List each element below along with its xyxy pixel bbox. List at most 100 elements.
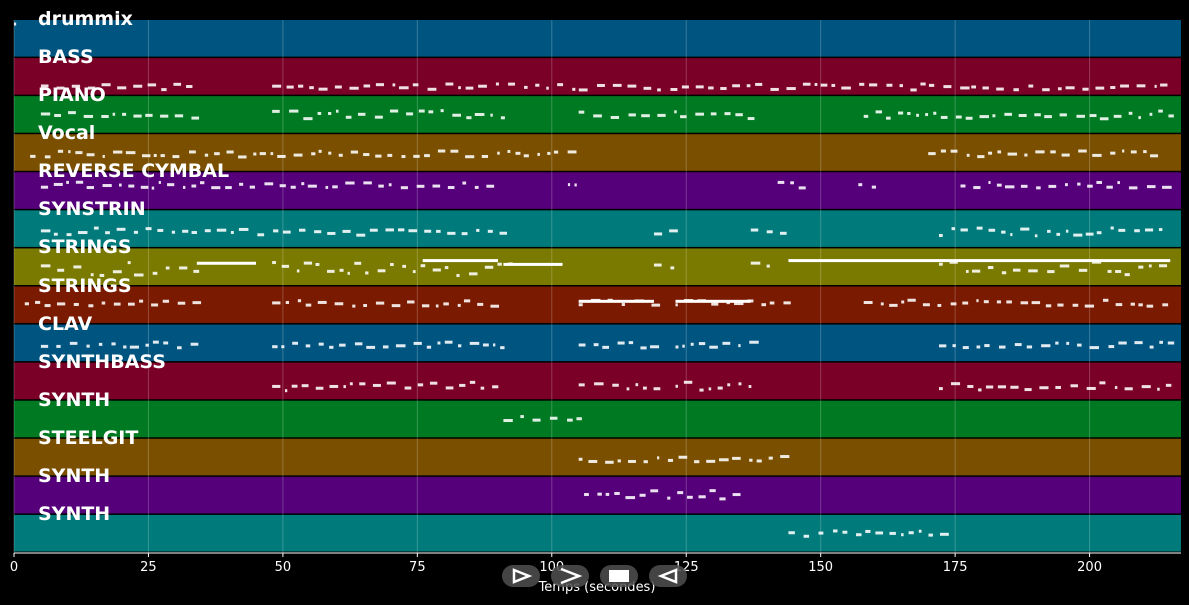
note: [719, 458, 729, 462]
note: [1059, 264, 1070, 268]
note: [681, 85, 689, 89]
note: [670, 87, 678, 91]
note: [284, 389, 288, 393]
note: [1026, 345, 1033, 349]
note: [73, 265, 82, 269]
note: [979, 115, 989, 119]
note: [1010, 233, 1013, 237]
note: [363, 181, 372, 185]
play-button[interactable]: [502, 565, 540, 587]
note: [515, 151, 521, 155]
note: [578, 303, 583, 307]
note: [101, 115, 109, 119]
note: [389, 109, 399, 113]
note: [349, 382, 353, 386]
note: [960, 184, 966, 188]
note: [1056, 232, 1061, 236]
note: [523, 154, 529, 158]
note: [755, 82, 763, 86]
note: [1117, 181, 1120, 185]
note: [790, 181, 794, 185]
note: [133, 114, 142, 118]
note: [1138, 303, 1143, 307]
note: [869, 83, 878, 87]
note: [1149, 112, 1153, 116]
note: [761, 303, 767, 307]
note: [938, 234, 943, 238]
note: [643, 460, 648, 464]
note: [960, 228, 968, 232]
forward-button[interactable]: [551, 565, 589, 587]
note: [777, 180, 785, 184]
note: [445, 386, 454, 390]
note: [871, 185, 876, 189]
stop-icon: [609, 570, 629, 582]
note: [1044, 115, 1052, 119]
note: [413, 154, 420, 158]
note: [386, 381, 396, 385]
note: [1110, 151, 1116, 155]
note: [567, 183, 571, 187]
note: [191, 184, 197, 188]
note: [481, 154, 489, 158]
note: [314, 230, 322, 234]
note: [605, 492, 610, 496]
note: [117, 86, 127, 90]
note: [56, 344, 61, 348]
note: [985, 385, 994, 389]
note: [710, 112, 717, 116]
note: [465, 86, 474, 90]
note: [642, 386, 647, 390]
note: [1165, 383, 1172, 387]
note: [193, 269, 200, 273]
note: [66, 233, 72, 237]
note: [842, 530, 848, 534]
rewind-button[interactable]: [649, 565, 687, 587]
note: [303, 117, 313, 121]
note: [53, 232, 58, 236]
note: [436, 229, 441, 233]
note: [177, 301, 186, 305]
note: [901, 533, 904, 537]
note: [463, 299, 471, 303]
note: [87, 86, 96, 90]
note: [1018, 114, 1027, 118]
note: [1065, 229, 1069, 233]
note: [1050, 150, 1056, 154]
note: [766, 230, 773, 234]
note: [1077, 343, 1082, 347]
note: [177, 346, 182, 350]
rewind-icon: [657, 568, 678, 584]
note: [1047, 270, 1055, 274]
note: [1120, 84, 1129, 88]
note: [966, 153, 970, 157]
note: [493, 343, 496, 347]
note: [780, 455, 790, 459]
note: [315, 386, 324, 390]
note: [424, 229, 432, 233]
note: [756, 459, 762, 463]
note: [165, 266, 170, 270]
note: [44, 304, 51, 308]
note: [1048, 184, 1057, 188]
note: [1128, 186, 1138, 190]
note: [1154, 84, 1157, 88]
note: [462, 181, 467, 185]
note: [413, 341, 422, 345]
note: [971, 85, 977, 89]
note: [724, 112, 731, 116]
note: [272, 261, 276, 265]
note: [997, 385, 1007, 389]
note: [161, 88, 167, 92]
note: [338, 153, 343, 157]
track-label: BASS: [38, 46, 94, 69]
note: [303, 261, 313, 265]
note: [325, 185, 329, 189]
note: [272, 84, 282, 88]
note: [567, 150, 577, 154]
note: [1158, 228, 1163, 232]
stop-button[interactable]: [600, 565, 638, 587]
note: [901, 300, 905, 304]
note: [508, 82, 516, 86]
note: [145, 227, 152, 231]
